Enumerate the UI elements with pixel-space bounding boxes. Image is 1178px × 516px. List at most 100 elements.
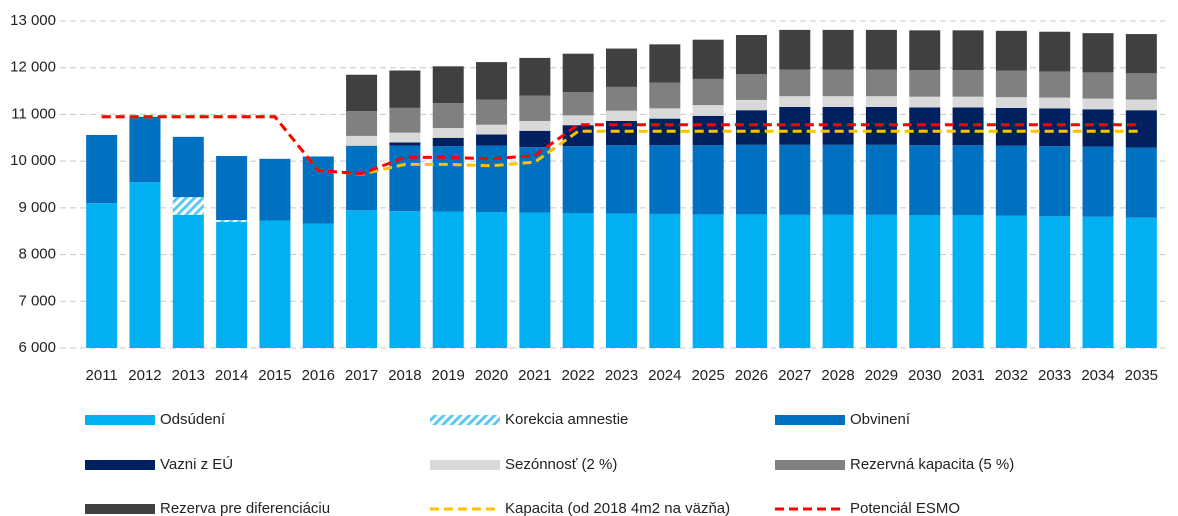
y-tick-label: 6 000 [18, 339, 56, 356]
x-tick-label: 2029 [865, 367, 898, 384]
bar-segment [995, 30, 1027, 71]
bar-segment [822, 214, 854, 348]
bar-segment [476, 99, 508, 125]
bar-segment [476, 134, 508, 146]
bar-segment [779, 29, 811, 70]
bar-segment [735, 144, 767, 215]
bar-segment [735, 35, 767, 75]
bar-segment [995, 70, 1027, 98]
bar-segment [259, 158, 291, 221]
bar-segment [519, 130, 551, 148]
legend-swatch [85, 415, 155, 425]
bar-segment [1125, 73, 1157, 100]
x-tick-label: 2031 [951, 367, 984, 384]
bar-segment [952, 145, 984, 216]
legend-label: Obvinení [850, 411, 911, 428]
bar-segment [1082, 146, 1114, 217]
bar-segment [1125, 110, 1157, 148]
bar-segment [519, 212, 551, 348]
bar-segment [1082, 98, 1114, 110]
bar-segment [432, 137, 464, 147]
bar-segment [606, 86, 637, 111]
bar-segment [86, 134, 118, 204]
legend-label: Sezónnosť (2 %) [505, 456, 617, 473]
bar-segment [302, 156, 334, 224]
legend-label: Potenciál ESMO [850, 500, 960, 516]
bar-segment [216, 221, 248, 348]
bar-segment [432, 127, 464, 138]
bar-segment [909, 96, 941, 108]
x-tick-label: 2012 [128, 367, 161, 384]
x-tick-label: 2028 [821, 367, 854, 384]
bar-segment [952, 30, 984, 71]
y-tick-label: 12 000 [10, 59, 56, 76]
x-tick-label: 2016 [302, 367, 335, 384]
bar-segment [216, 220, 248, 222]
bar-segment [779, 144, 811, 215]
bar-segment [952, 96, 984, 108]
bar-segment [1125, 99, 1157, 111]
bar-segment [476, 62, 508, 100]
bar-segment [865, 214, 897, 348]
line-series [101, 115, 1142, 176]
bar-segment [432, 66, 464, 104]
bar-segment [865, 69, 897, 97]
bar-segment [649, 44, 681, 83]
bar-segment [779, 214, 811, 348]
bar-segment [389, 145, 421, 212]
bar-segment [389, 142, 421, 146]
bar-segment [735, 214, 767, 348]
y-tick-label: 10 000 [10, 152, 56, 169]
bar-segment [822, 96, 854, 107]
bar-segment [432, 211, 464, 348]
bar-segment [606, 145, 637, 214]
bar-segment [389, 211, 421, 348]
x-tick-label: 2035 [1125, 367, 1158, 384]
bar-segment [1125, 217, 1157, 348]
bar-segment [259, 220, 291, 348]
bar-segment [692, 78, 724, 106]
bar-segment [735, 99, 767, 111]
y-tick-label: 9 000 [18, 199, 56, 216]
x-tick-label: 2023 [605, 367, 638, 384]
x-tick-label: 2019 [432, 367, 465, 384]
bar-segment [1039, 97, 1071, 109]
legend-label: Kapacita (od 2018 4m2 na väzňa) [505, 500, 730, 516]
bar-segment [562, 212, 594, 348]
bar-segment [692, 145, 724, 215]
legend-swatch [85, 460, 155, 470]
x-tick-label: 2034 [1081, 367, 1114, 384]
bar-segment [172, 214, 204, 348]
bar-segment [909, 107, 941, 146]
legend-label: Korekcia amnestie [505, 411, 628, 428]
x-tick-label: 2013 [172, 367, 205, 384]
x-tick-label: 2027 [778, 367, 811, 384]
x-tick-label: 2030 [908, 367, 941, 384]
bar-segment [865, 144, 897, 215]
x-tick-label: 2032 [995, 367, 1028, 384]
bar-segment [346, 135, 378, 146]
bar-segment [692, 105, 724, 116]
x-tick-label: 2011 [86, 367, 118, 384]
legend-swatch [775, 415, 845, 425]
bar-segment [562, 146, 594, 213]
bar-segment [606, 110, 637, 121]
legend-swatch [775, 460, 845, 470]
bar-segment [649, 82, 681, 109]
bar-segment [865, 29, 897, 70]
bar-segment [389, 70, 421, 108]
legend-swatch [85, 504, 155, 514]
bar-segment [995, 107, 1027, 146]
bar-segment [129, 116, 161, 183]
bar-segment [519, 120, 551, 131]
x-tick-label: 2033 [1038, 367, 1071, 384]
bar-segment [519, 57, 551, 96]
legend-label: Odsúdení [160, 411, 226, 428]
bar-segment [1125, 147, 1157, 218]
bar-segment [562, 115, 594, 126]
bar-segment [389, 107, 421, 133]
x-tick-label: 2024 [648, 367, 681, 384]
bar-segment [822, 144, 854, 215]
bar-segment [519, 95, 551, 121]
bar-segment [519, 147, 551, 213]
